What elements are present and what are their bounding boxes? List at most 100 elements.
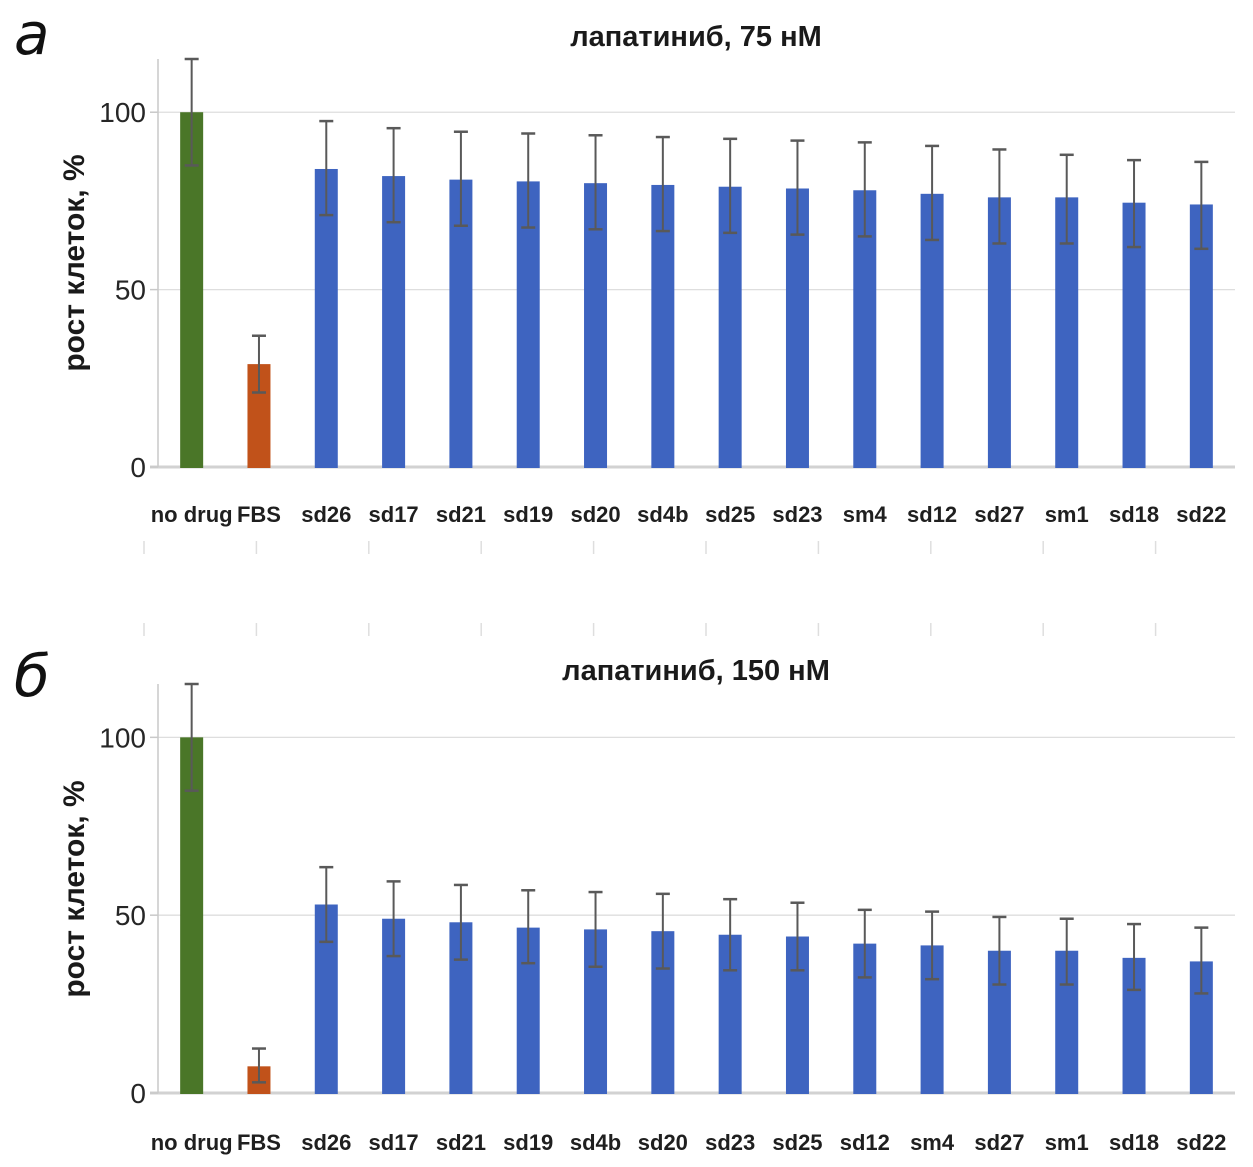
x-label-sd26: sd26 bbox=[301, 502, 351, 527]
error-bar-sd26 bbox=[319, 119, 334, 217]
error-bar-sd18 bbox=[1127, 922, 1142, 992]
bar-sm1 bbox=[1055, 950, 1079, 1094]
error-bar-sd12 bbox=[925, 144, 940, 242]
bar-sd23 bbox=[718, 934, 742, 1094]
bar-sd21 bbox=[449, 179, 473, 468]
x-label-sd20: sd20 bbox=[638, 1130, 688, 1155]
x-label-sd12: sd12 bbox=[907, 502, 957, 527]
chart-b-title: лапатиниб, 150 нМ bbox=[562, 655, 830, 687]
error-bar-sd25 bbox=[723, 137, 738, 235]
y-tick-label-50: 50 bbox=[115, 900, 146, 931]
y-tick-label-0: 0 bbox=[130, 1078, 146, 1109]
bar-sm4 bbox=[853, 190, 877, 468]
x-label-sd21: sd21 bbox=[436, 1130, 486, 1155]
bar-sd18 bbox=[1122, 202, 1146, 468]
bar-sd22 bbox=[1189, 204, 1213, 468]
x-label-sd20: sd20 bbox=[570, 502, 620, 527]
error-bar-no drug bbox=[184, 57, 199, 167]
error-bar-sd25 bbox=[790, 901, 805, 972]
bar-sd17 bbox=[382, 176, 406, 469]
panel-a-letter: а bbox=[14, 0, 50, 68]
bar-sm4 bbox=[920, 945, 944, 1094]
bar-FBS bbox=[247, 364, 271, 468]
error-bar-sd19 bbox=[521, 889, 536, 965]
x-label-sd18: sd18 bbox=[1109, 502, 1159, 527]
bar-sd27 bbox=[987, 197, 1011, 468]
bar-sd25 bbox=[718, 186, 742, 468]
x-label-sd25: sd25 bbox=[772, 1130, 822, 1155]
panel-a: а лапатиниб, 75 нМ рост клеток, % 0 50 100… bbox=[14, 0, 1235, 554]
x-label-sd4b: sd4b bbox=[637, 502, 688, 527]
x-label-no drug: no drug bbox=[151, 502, 233, 527]
x-label-sm4: sm4 bbox=[910, 1130, 955, 1155]
x-label-sd27: sd27 bbox=[974, 502, 1024, 527]
x-label-sd26: sd26 bbox=[301, 1130, 351, 1155]
x-label-FBS: FBS bbox=[237, 1130, 281, 1155]
chart-a-title: лапатиниб, 75 нМ bbox=[570, 21, 822, 53]
chart-b-plot-area: 0 50 100 no drug FBS sd26 sd17 sd21 sd19 sd4b sd20… bbox=[99, 623, 1235, 1155]
chart-b-y-axis-label: рост клеток, % bbox=[58, 780, 91, 997]
bar-sm1 bbox=[1055, 197, 1079, 468]
bar-no drug bbox=[180, 112, 204, 468]
error-bar-sd20 bbox=[588, 134, 603, 231]
error-bar-sd27 bbox=[992, 148, 1007, 245]
y-tick-label-50: 50 bbox=[115, 275, 146, 306]
bar-sd12 bbox=[920, 193, 944, 469]
bar-sd26 bbox=[314, 904, 338, 1094]
error-bar-sd21 bbox=[453, 883, 468, 961]
x-label-sd17: sd17 bbox=[369, 502, 419, 527]
bar-sd25 bbox=[785, 936, 809, 1094]
error-bar-sm4 bbox=[857, 141, 872, 238]
error-bar-sd23 bbox=[790, 139, 805, 236]
error-bar-sd23 bbox=[723, 897, 738, 972]
error-bar-sd19 bbox=[521, 132, 536, 229]
x-label-sd21: sd21 bbox=[436, 502, 486, 527]
x-label-FBS: FBS bbox=[237, 502, 281, 527]
x-label-sd23: sd23 bbox=[705, 1130, 755, 1155]
x-label-sm1: sm1 bbox=[1045, 1130, 1089, 1155]
chart-a-plot-area: 0 50 100 no drug FBS sd26 sd17 sd21 sd19 sd20 sd4b… bbox=[99, 57, 1235, 554]
error-bar-sd20 bbox=[655, 892, 670, 970]
error-bar-sm4 bbox=[925, 910, 940, 981]
y-tick-label-100: 100 bbox=[99, 722, 146, 753]
x-label-sd23: sd23 bbox=[772, 502, 822, 527]
x-label-sd19: sd19 bbox=[503, 1130, 553, 1155]
bar-sd17 bbox=[382, 918, 406, 1094]
bar-sd4b bbox=[651, 184, 675, 469]
bar-sd20 bbox=[584, 183, 608, 468]
bar-sd27 bbox=[987, 950, 1011, 1094]
bar-sd26 bbox=[314, 168, 338, 468]
x-label-sd22: sd22 bbox=[1176, 502, 1226, 527]
panel-b: б лапатиниб, 150 нМ рост клеток, % 0 50 10… bbox=[0, 584, 1253, 1167]
chart-b-svg: б лапатиниб, 150 нМ рост клеток, % 0 50 10… bbox=[14, 623, 1235, 1155]
y-tick-label-0: 0 bbox=[130, 452, 146, 483]
error-bar-sd4b bbox=[588, 890, 603, 968]
bar-sd4b bbox=[584, 929, 608, 1094]
bar-sd21 bbox=[449, 922, 473, 1094]
error-bar-sd4b bbox=[655, 135, 670, 233]
error-bar-sd26 bbox=[319, 865, 334, 944]
x-label-sd12: sd12 bbox=[840, 1130, 890, 1155]
chart-a-svg: а лапатиниб, 75 нМ рост клеток, % 0 50 100… bbox=[14, 0, 1235, 554]
error-bar-no drug bbox=[184, 682, 199, 792]
panel-b-letter: б bbox=[14, 642, 50, 710]
error-bar-sd21 bbox=[453, 130, 468, 227]
error-bar-sd22 bbox=[1194, 160, 1209, 251]
x-label-sd19: sd19 bbox=[503, 502, 553, 527]
bar-sd19 bbox=[516, 181, 540, 468]
error-bar-sd18 bbox=[1127, 158, 1142, 249]
error-bar-sd22 bbox=[1194, 926, 1209, 995]
x-label-sd18: sd18 bbox=[1109, 1130, 1159, 1155]
bar-no drug bbox=[180, 737, 204, 1094]
bar-sd18 bbox=[1122, 957, 1146, 1094]
error-bar-FBS bbox=[251, 334, 266, 394]
error-bar-FBS bbox=[251, 1047, 266, 1084]
chart-a-y-axis-label: рост клеток, % bbox=[58, 154, 91, 371]
y-tick-label-100: 100 bbox=[99, 97, 146, 128]
x-label-sd27: sd27 bbox=[974, 1130, 1024, 1155]
x-label-sm4: sm4 bbox=[843, 502, 888, 527]
error-bar-sm1 bbox=[1059, 917, 1074, 986]
bar-sd19 bbox=[516, 927, 540, 1094]
x-label-sd22: sd22 bbox=[1176, 1130, 1226, 1155]
